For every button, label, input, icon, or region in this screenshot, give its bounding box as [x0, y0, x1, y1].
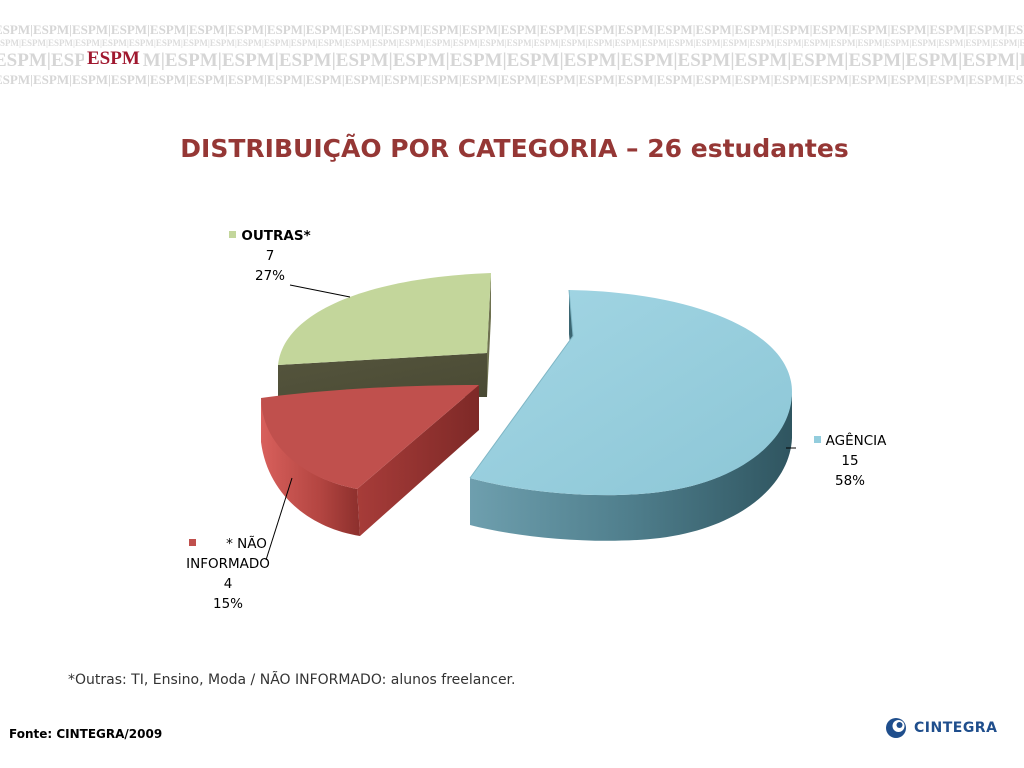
data-label-outras-name: OUTRAS* [210, 226, 330, 246]
slice-agencia-edge [469, 289, 574, 479]
cintegra-logo-text: CINTEGRA [914, 720, 998, 736]
slice-nao-informado-top [261, 385, 479, 489]
data-label-outras: OUTRAS* 7 27% [210, 226, 330, 286]
leader-line-outras [289, 284, 351, 298]
legend-swatch-agencia [813, 436, 821, 443]
banner-pattern-row: ESPM|ESPM|ESPM|ESPM|ESPM|ESPM|ESPM|ESPM|… [0, 38, 1024, 48]
data-label-nao-informado-percent: 15% [212, 596, 243, 612]
slide-title: DISTRIBUIÇÃO POR CATEGORIA – 26 estudant… [180, 134, 849, 163]
data-label-agencia: AGÊNCIA 15 58% [790, 431, 910, 491]
data-label-outras-percent: 27% [254, 268, 285, 284]
data-label-nao-informado-name-line2: INFORMADO [186, 556, 270, 572]
espm-banner: ESPM|ESPM|ESPM|ESPM|ESPM|ESPM|ESPM|ESPM|… [0, 0, 1024, 96]
leader-line-nao-informado [265, 477, 293, 561]
cintegra-logo: CINTEGRA [884, 713, 997, 743]
slice-nao-informado-side [261, 398, 360, 536]
cintegra-logo-icon [886, 718, 906, 738]
slice-nao-informado [261, 385, 479, 536]
banner-pattern-row: ESPM|ESPM|ESPM|ESPM|ESPM|ESPM|ESPM|ESPM|… [0, 22, 1024, 37]
slice-agencia [469, 289, 792, 541]
slice-outras [278, 273, 491, 397]
data-label-agencia-value: 15 [841, 453, 859, 469]
slice-outras-top [278, 273, 491, 365]
slice-nao-informado-cut-face [357, 385, 479, 536]
data-label-nao-informado: * NÃO INFORMADO 4 15% [158, 534, 298, 614]
slice-agencia-top [470, 290, 792, 496]
slice-outras-inner-face [487, 273, 491, 397]
banner-pattern-row: ESPM|ESPM|ESPM|ESPM|ESPM|ESPM|ESPM|ESPM|… [0, 50, 1024, 71]
legend-swatch-outras [229, 231, 237, 238]
banner-pattern-row: ESPM|ESPM|ESPM|ESPM|ESPM|ESPM|ESPM|ESPM|… [0, 72, 1024, 87]
legend-swatch-nao-informado [189, 539, 197, 546]
data-label-nao-informado-value: 4 [223, 576, 233, 592]
source-note: Fonte: CINTEGRA/2009 [9, 727, 163, 741]
data-label-nao-informado-name-line1: * NÃO [158, 534, 298, 554]
espm-logo: ESPM [84, 48, 143, 70]
data-label-outras-value: 7 [265, 248, 275, 264]
footnote: *Outras: TI, Ensino, Moda / NÃO INFORMAD… [68, 672, 516, 688]
data-label-agencia-name: AGÊNCIA [790, 431, 910, 451]
slice-agencia-side [470, 392, 792, 541]
data-label-agencia-percent: 58% [834, 473, 865, 489]
